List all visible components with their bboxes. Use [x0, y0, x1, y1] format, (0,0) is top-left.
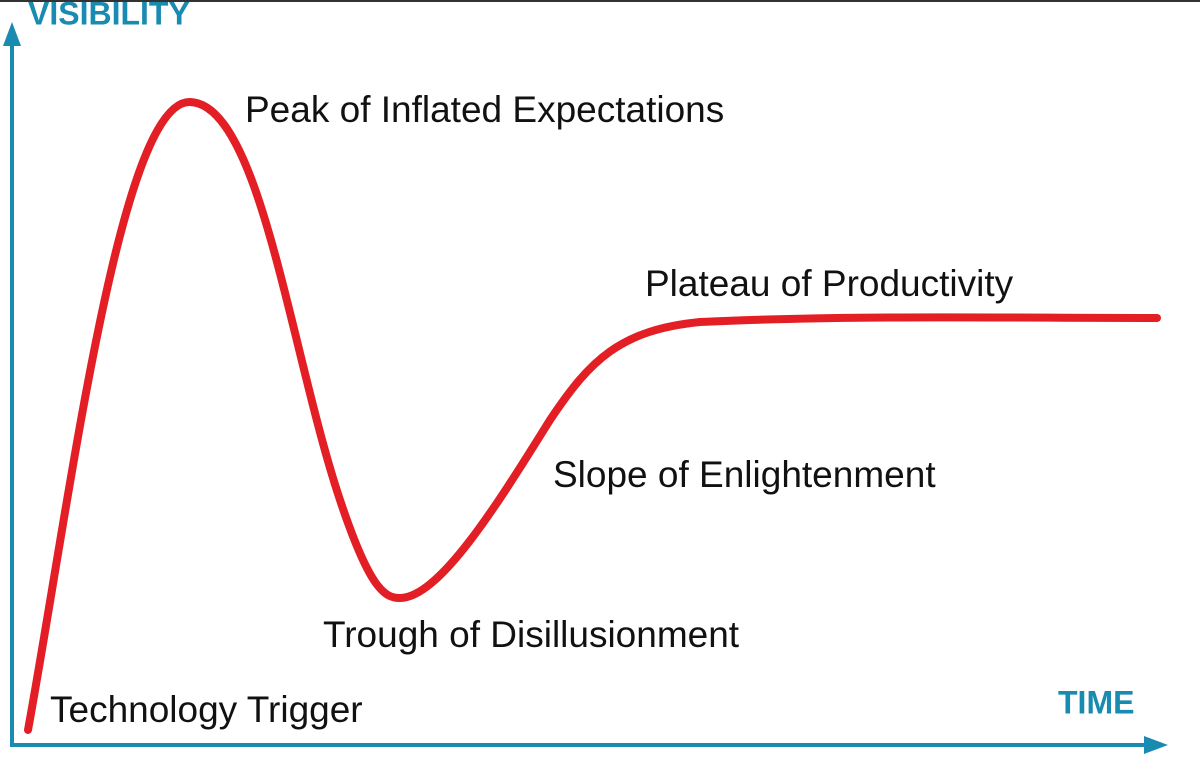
- phase-label: Technology Trigger: [50, 689, 363, 730]
- phase-label: Peak of Inflated Expectations: [245, 89, 724, 130]
- x-axis-label: TIME: [1058, 684, 1134, 720]
- y-axis-arrow: [3, 22, 21, 46]
- hype-curve: [24, 97, 1161, 734]
- phase-label: Slope of Enlightenment: [553, 454, 936, 495]
- x-axis-arrow: [1144, 736, 1168, 754]
- phase-label: Plateau of Productivity: [645, 263, 1014, 304]
- phase-label: Trough of Disillusionment: [323, 614, 740, 655]
- y-axis-label: VISIBILITY: [28, 0, 190, 31]
